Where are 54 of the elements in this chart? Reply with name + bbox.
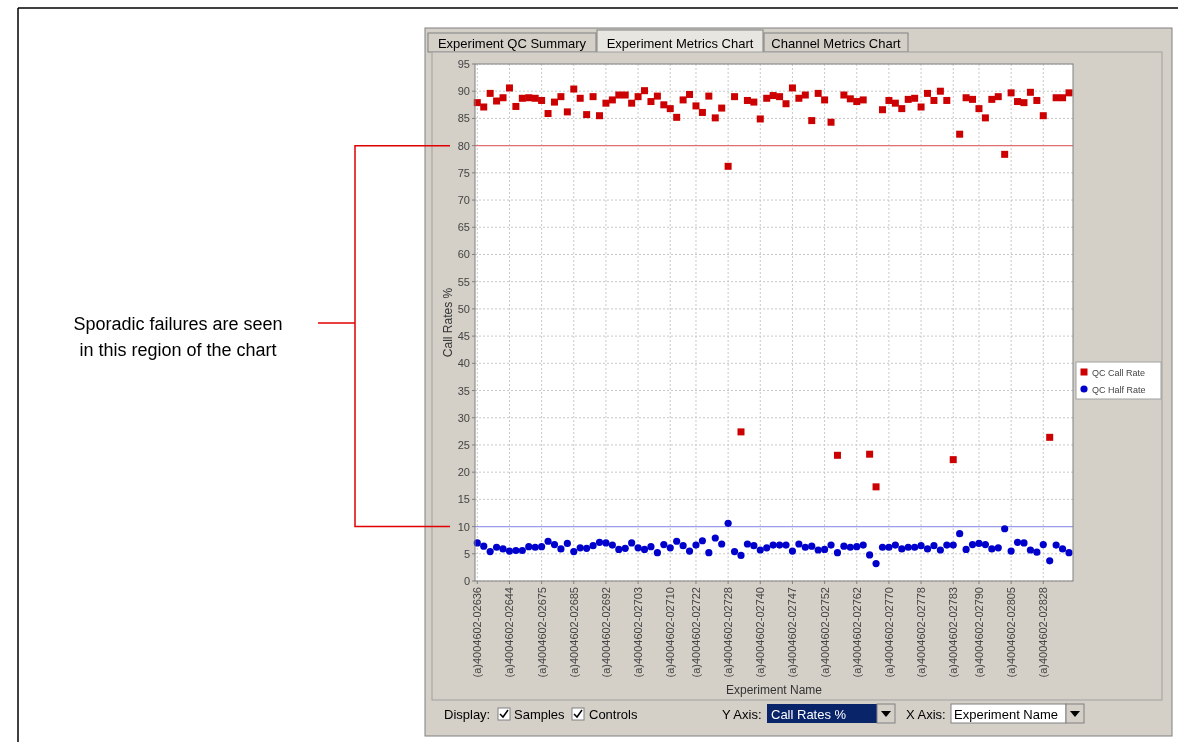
y-tick-label: 15	[457, 493, 470, 506]
x-tick-label: (a)4004602-02790	[972, 587, 985, 678]
text: Channel Metrics Chart	[771, 36, 902, 51]
x-tick-label: (a)4004602-02692	[599, 587, 612, 678]
y-tick-label: 60	[457, 248, 470, 261]
y-tick-label: 70	[457, 194, 470, 207]
x-tick-label: (a)4004602-02828	[1037, 587, 1050, 678]
text: Controls	[589, 707, 638, 722]
x-tick-label: (a)4004602-02722	[689, 587, 702, 678]
x-tick-label: (a)4004602-02752	[818, 587, 831, 678]
text: Experiment Metrics Chart	[606, 36, 754, 51]
x-tick-label: (a)4004602-02770	[882, 587, 895, 678]
x-tick-label: (a)4004602-02675	[535, 587, 548, 678]
text: Experiment Name	[954, 707, 1059, 722]
x-tick-label: (a)4004602-02703	[632, 587, 645, 678]
x-tick-label: (a)4004602-02740	[754, 587, 767, 678]
y-tick-label: 45	[457, 330, 470, 343]
y-tick-label: 0	[463, 575, 470, 587]
text: Y Axis:	[722, 707, 762, 722]
y-tick-label: 40	[457, 357, 470, 370]
y-tick-label: 30	[457, 411, 470, 424]
y-tick-label: 85	[457, 112, 470, 125]
text: Samples	[514, 707, 566, 722]
text: Experiment QC Summary	[437, 36, 587, 51]
x-tick-label: (a)4004602-02685	[567, 587, 580, 678]
x-axis-title: Experiment Name	[725, 683, 823, 697]
x-tick-label: (a)4004602-02783	[947, 587, 960, 678]
legend-label: QC Call Rate	[1092, 368, 1146, 378]
x-tick-label: (a)4004602-02762	[850, 587, 863, 678]
y-tick-label: 80	[457, 139, 470, 152]
x-tick-label: (a)4004602-02644	[503, 587, 516, 678]
y-tick-label: 50	[457, 302, 470, 315]
x-tick-label: (a)4004602-02636	[471, 587, 484, 678]
y-axis-title: Call Rates %	[441, 287, 455, 358]
text: Display:	[444, 707, 491, 722]
y-tick-label: 25	[457, 438, 470, 451]
text: Call Rates %	[771, 707, 847, 722]
y-tick-label: 65	[457, 221, 470, 234]
text: Sporadic failures are seen in this region of the chart	[73, 314, 283, 360]
y-tick-label: 75	[457, 166, 470, 179]
y-tick-label: 20	[457, 466, 470, 479]
legend-label: QC Half Rate	[1092, 385, 1146, 395]
y-tick-label: 5	[463, 547, 470, 560]
y-tick-label: 35	[457, 384, 470, 397]
y-tick-label: 90	[457, 85, 470, 98]
x-tick-label: (a)4004602-02747	[786, 587, 799, 678]
y-tick-label: 95	[457, 58, 470, 70]
y-tick-label: 55	[457, 275, 470, 288]
x-tick-label: (a)4004602-02710	[664, 587, 677, 678]
text: X Axis:	[906, 707, 946, 722]
x-tick-label: (a)4004602-02805	[1005, 587, 1018, 678]
y-tick-label: 10	[457, 520, 470, 533]
x-tick-label: (a)4004602-02728	[722, 587, 735, 678]
x-tick-label: (a)4004602-02778	[915, 587, 928, 678]
